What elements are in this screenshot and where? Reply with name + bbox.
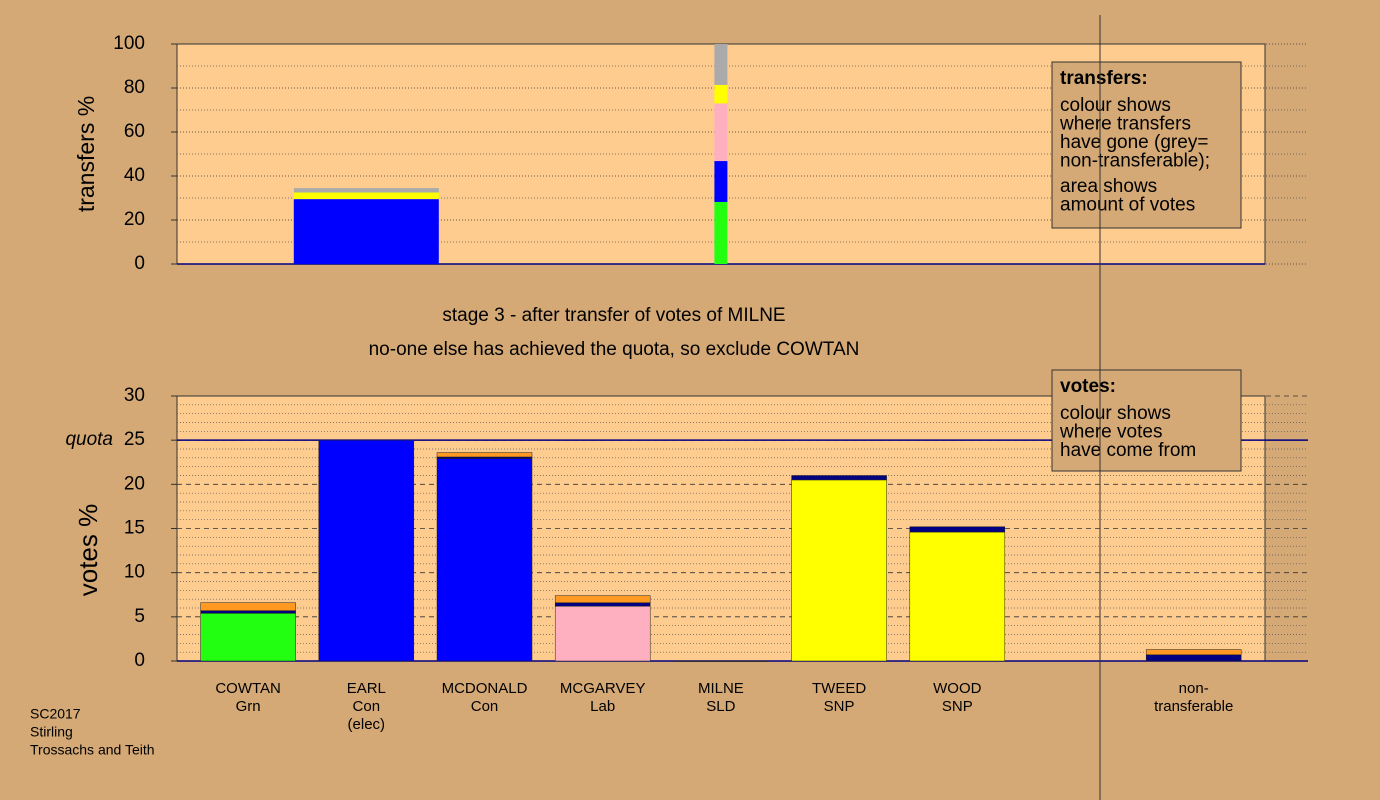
x-tick-label: MCGARVEY: [560, 680, 646, 697]
y-tick-label: 40: [124, 165, 145, 186]
bar-segment: [1145, 649, 1242, 656]
bar-segment: [200, 602, 296, 611]
x-tick-label: transferable: [1154, 698, 1233, 715]
y-tick-label: 25: [124, 429, 145, 450]
quota-label: quota: [65, 429, 113, 450]
y-tick-label: 100: [113, 33, 145, 54]
bar-segment: [791, 479, 887, 662]
bar-segment: [436, 458, 533, 662]
y-tick-label: 60: [124, 121, 145, 142]
subtitle: no-one else has achieved the quota, so e…: [369, 339, 860, 360]
bar-segment: [200, 610, 296, 614]
x-tick-label: Con: [471, 698, 499, 715]
bar-segment: [318, 439, 415, 662]
bar-segment: [909, 526, 1006, 533]
legend-heading: votes:: [1060, 376, 1116, 397]
legend-text: where transfers: [1059, 114, 1191, 135]
x-tick-label: SNP: [824, 698, 855, 715]
footer-text: SC2017: [30, 706, 81, 722]
x-tick-label: WOOD: [933, 680, 981, 697]
legend-text: where votes: [1059, 422, 1162, 443]
legend-box: [1051, 369, 1242, 472]
x-tick-label: Con: [353, 698, 381, 715]
bar-segment: [714, 44, 728, 85]
bar-segment: [200, 613, 296, 662]
legend-text: amount of votes: [1060, 195, 1195, 216]
y-tick-label: 20: [124, 209, 145, 230]
bar-segment: [1145, 654, 1242, 662]
x-tick-label: TWEED: [812, 680, 866, 697]
x-tick-label: non-: [1179, 680, 1209, 697]
legend-text: have gone (grey=: [1060, 132, 1208, 153]
legend-heading: transfers:: [1060, 68, 1148, 89]
legend-text: colour shows: [1060, 403, 1171, 424]
y-tick-label: 20: [124, 473, 145, 494]
y-tick-label: 10: [124, 562, 145, 583]
bar-segment: [436, 452, 533, 458]
legend-text: colour shows: [1060, 95, 1171, 116]
bar-segment: [714, 103, 728, 162]
legend-text: area shows: [1060, 176, 1157, 197]
y-tick-label: 80: [124, 77, 145, 98]
y-axis-label: transfers %: [73, 96, 99, 212]
legend-text: non-transferable);: [1060, 151, 1210, 172]
bar-segment: [714, 161, 728, 202]
bar-segment: [673, 660, 769, 662]
bar-segment: [436, 456, 533, 459]
bar-segment: [293, 188, 439, 193]
bar-segment: [909, 531, 1006, 662]
bar-segment: [714, 84, 728, 104]
x-tick-label: EARL: [347, 680, 386, 697]
x-tick-label: SNP: [942, 698, 973, 715]
y-tick-label: 15: [124, 518, 145, 539]
legend-text: have come from: [1060, 440, 1196, 461]
bar-segment: [791, 475, 887, 481]
y-tick-label: 30: [124, 385, 145, 406]
footer-text: Stirling: [30, 724, 73, 740]
bar-segment: [293, 192, 439, 200]
legend-box: [1051, 61, 1242, 229]
bar-segment: [554, 602, 651, 607]
x-tick-label: MILNE: [698, 680, 744, 697]
x-tick-label: Grn: [236, 698, 261, 715]
x-tick-label: MCDONALD: [442, 680, 528, 697]
footer-text: Trossachs and Teith: [30, 742, 155, 758]
bar-segment: [554, 605, 651, 662]
x-tick-label: (elec): [348, 716, 386, 733]
x-tick-label: COWTAN: [215, 680, 281, 697]
bar-segment: [293, 199, 439, 264]
bar-segment: [554, 595, 651, 603]
y-tick-label: 5: [134, 606, 145, 627]
y-tick-label: 0: [134, 650, 145, 671]
y-tick-label: 0: [134, 253, 145, 274]
bar-segment: [714, 201, 728, 264]
title: stage 3 - after transfer of votes of MIL…: [442, 305, 785, 326]
x-tick-label: Lab: [590, 698, 615, 715]
y-axis-label: votes %: [73, 504, 103, 597]
x-tick-label: SLD: [706, 698, 735, 715]
